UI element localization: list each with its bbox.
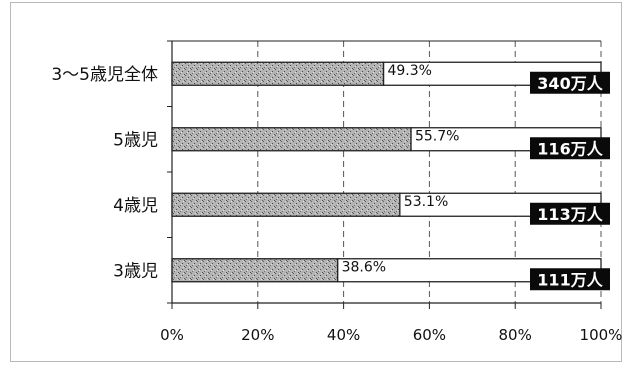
x-tick-label: 80% bbox=[499, 326, 532, 344]
bars bbox=[171, 61, 602, 283]
x-tick-label: 0% bbox=[160, 326, 184, 344]
x-tick-label: 100% bbox=[580, 326, 623, 344]
category-label: 5歳児 bbox=[113, 130, 158, 150]
value-label: 38.6% bbox=[342, 259, 386, 275]
value-label: 53.1% bbox=[404, 194, 448, 210]
x-tick-label: 60% bbox=[413, 326, 446, 344]
category-label: 4歳児 bbox=[113, 196, 158, 216]
value-label: 49.3% bbox=[387, 63, 431, 79]
total-label: 113万人 bbox=[537, 205, 603, 224]
x-tick-label: 40% bbox=[327, 326, 360, 344]
x-tick-label: 20% bbox=[241, 326, 274, 344]
total-badge bbox=[530, 202, 610, 225]
labels: 0% 20% 40% 60% 80% 100% 3～5歳児全体 49.3% 340万人 5歳児 55… bbox=[51, 63, 622, 344]
total-label: 116万人 bbox=[537, 139, 603, 158]
bar-filled bbox=[171, 127, 412, 152]
total-badge bbox=[530, 268, 610, 291]
total-badge bbox=[530, 71, 610, 94]
category-label: 3歳児 bbox=[113, 261, 158, 281]
bar-filled bbox=[171, 61, 385, 86]
bar-filled bbox=[171, 258, 339, 283]
category-label: 3～5歳児全体 bbox=[51, 65, 158, 85]
value-label: 55.7% bbox=[415, 128, 459, 144]
bar-filled bbox=[171, 192, 401, 217]
chart-frame: 0% 20% 40% 60% 80% 100% 3～5歳児全体 49.3% 340万人 5歳児 55… bbox=[10, 2, 622, 362]
total-label: 340万人 bbox=[537, 74, 603, 93]
total-label: 111万人 bbox=[537, 270, 603, 289]
bar-chart: 0% 20% 40% 60% 80% 100% 3～5歳児全体 49.3% 340万人 5歳児 55… bbox=[51, 40, 622, 344]
total-badge bbox=[530, 137, 610, 160]
